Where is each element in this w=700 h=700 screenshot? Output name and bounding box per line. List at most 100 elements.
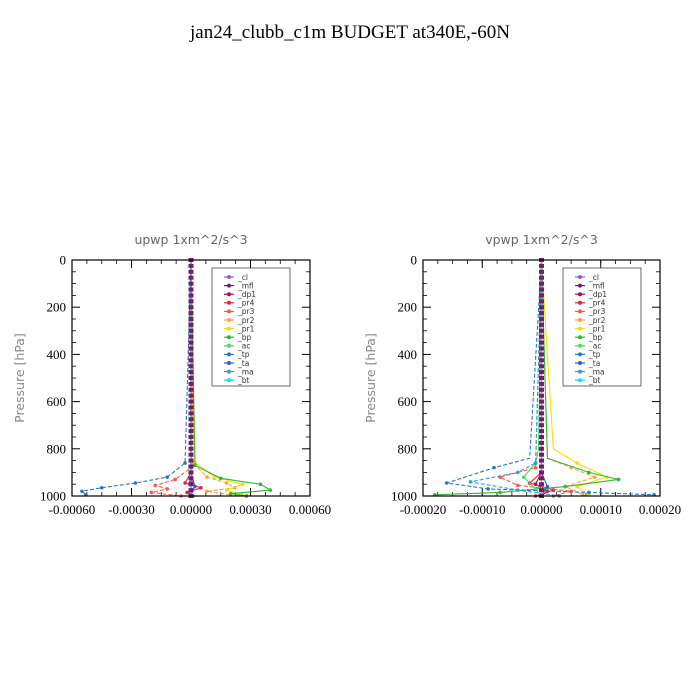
profile-marker (539, 370, 544, 375)
profile-marker (188, 305, 194, 310)
legend-marker (578, 275, 582, 279)
vpwp-panel: vpwp 1xm^2/s^3 Pressure [hPa] 0 200 400 600 80… (363, 232, 681, 517)
legend-marker (578, 309, 582, 314)
profile-marker (188, 322, 194, 327)
data-point (545, 484, 550, 489)
upwp-panel: upwp 1xm^2/s^3 Pressure [hPa] 0 200 400 600 80… (12, 232, 331, 517)
data-point (616, 477, 621, 482)
profile-marker (188, 435, 194, 439)
legend-label: _ma (588, 367, 605, 376)
profile-marker (539, 446, 544, 451)
profile-marker (539, 423, 544, 428)
data-point (133, 481, 138, 485)
profile-marker (188, 488, 194, 493)
profile-marker (188, 358, 194, 363)
data-point (498, 490, 502, 495)
profile-marker (188, 476, 194, 481)
y-tick-label: 600 (398, 394, 418, 409)
profile-marker (539, 334, 544, 339)
legend-label: _dp1 (237, 290, 256, 299)
data-point (205, 489, 209, 494)
data-point (468, 480, 473, 484)
series-line-pr1 (540, 259, 609, 496)
data-point (218, 476, 223, 481)
data-point (575, 461, 579, 465)
legend-label: _bp (588, 333, 603, 342)
data-point (183, 461, 187, 465)
legend-marker (227, 283, 231, 288)
legend-marker (227, 361, 231, 365)
profile-marker (539, 311, 544, 316)
profile-marker (188, 293, 194, 298)
data-point (153, 483, 158, 488)
profile-marker (539, 411, 544, 416)
data-point (149, 490, 154, 495)
profile-marker (539, 458, 544, 463)
legend-marker (227, 335, 231, 340)
y-tick-label: 200 (47, 300, 67, 315)
legend-marker (227, 352, 231, 357)
y-tick-label: 1000 (391, 489, 417, 504)
profile-marker (188, 429, 194, 434)
x-tick-label: 0.00060 (289, 502, 331, 517)
y-tick-label: 600 (47, 394, 67, 409)
legend-label: _ac (588, 342, 601, 351)
data-point (268, 488, 273, 492)
profile-marker (188, 328, 194, 333)
profile-marker (539, 482, 544, 487)
panel-title: vpwp 1xm^2/s^3 (485, 232, 598, 247)
data-point (258, 482, 263, 487)
legend-marker (578, 378, 582, 383)
profile-marker (188, 281, 194, 286)
profile-marker (539, 393, 544, 398)
data-point (563, 484, 567, 489)
data-point (587, 470, 591, 475)
data-point (444, 481, 449, 485)
profile-marker (188, 423, 194, 428)
legend-marker (578, 343, 582, 348)
profile-marker (188, 417, 194, 422)
profile-marker (188, 381, 194, 386)
legend-label: _bt (588, 376, 601, 385)
legend-marker (227, 309, 231, 314)
y-axis-label: Pressure [hPa] (12, 333, 27, 423)
legend-label: _ta (588, 359, 600, 368)
y-tick-label: 1000 (40, 489, 66, 504)
profile-marker (188, 370, 194, 375)
legend-label: _cl (237, 273, 248, 282)
legend-label: _pr1 (237, 324, 255, 333)
data-point (533, 461, 538, 465)
legend-label: _bp (237, 333, 252, 342)
y-tick-label: 0 (411, 253, 418, 268)
profile-marker (188, 405, 194, 410)
data-point (185, 490, 189, 495)
legend-label: _bt (237, 376, 250, 385)
legend-marker (578, 300, 582, 305)
profile-marker (539, 328, 544, 333)
profile-marker (539, 464, 544, 469)
legend-label: _dp1 (588, 290, 607, 299)
profile-marker (539, 476, 544, 481)
profile-marker (188, 387, 194, 392)
legend-label: _tp (237, 350, 250, 359)
profile-marker (539, 275, 544, 280)
data-point (587, 490, 591, 495)
x-tick-label: -0.00020 (400, 502, 447, 517)
profile-marker (539, 358, 544, 363)
y-tick-label: 400 (47, 347, 67, 362)
x-tick-label: 0.00000 (170, 502, 212, 517)
profile-marker (539, 429, 544, 434)
data-point (205, 475, 209, 479)
legend-label: _ac (237, 342, 250, 351)
data-point (228, 491, 233, 496)
panel-title: upwp 1xm^2/s^3 (134, 232, 247, 247)
legend-label: _tp (588, 350, 601, 359)
profile-marker (188, 376, 194, 380)
legend-label: _pr2 (237, 316, 255, 325)
legend-marker (227, 300, 231, 305)
profile-marker (188, 470, 194, 475)
data-point (516, 488, 520, 492)
legend-marker (227, 326, 231, 331)
profile-marker (188, 482, 194, 487)
profile-marker (188, 399, 194, 404)
